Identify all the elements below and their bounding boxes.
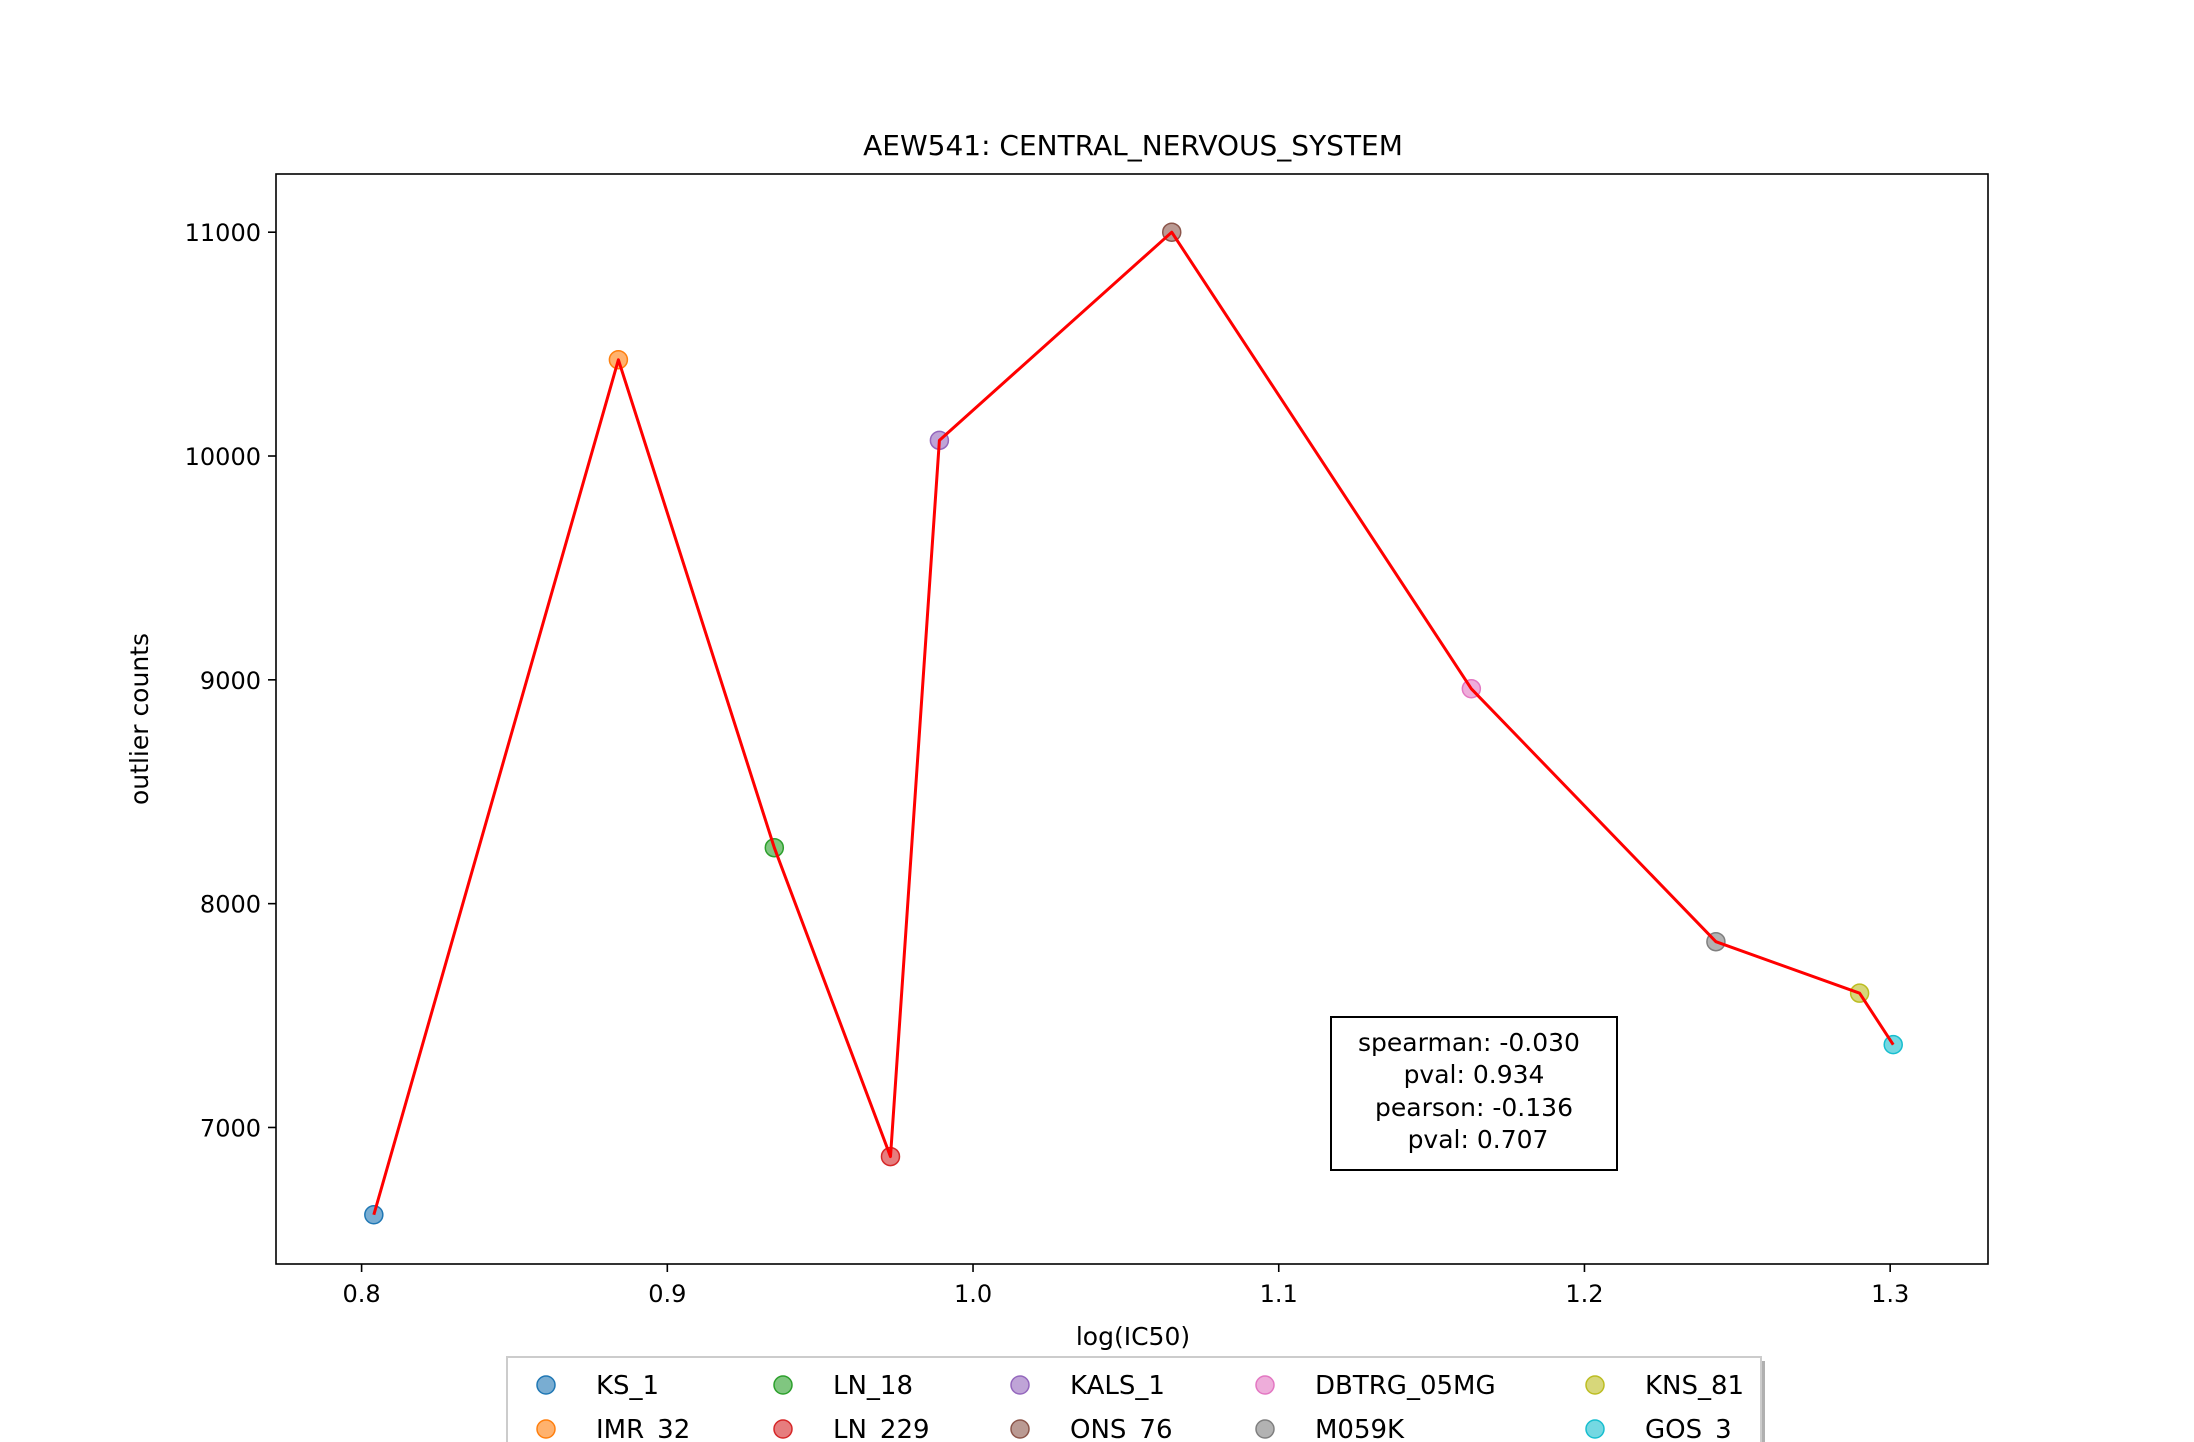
legend-label: KNS_81 <box>1645 1371 1744 1401</box>
legend-frame <box>506 1356 1762 1442</box>
x-tick-label: 1.0 <box>954 1280 992 1308</box>
legend-marker <box>773 1375 793 1395</box>
x-tick-label: 0.9 <box>648 1280 686 1308</box>
stats-spearman-pval: pval: 0.934 <box>1404 1060 1545 1089</box>
x-axis-label: log(IC50) <box>1076 1322 1190 1351</box>
stats-annotation: spearman: -0.030 pval: 0.934 pearson: -0… <box>1330 1016 1618 1171</box>
legend-marker <box>1585 1419 1605 1439</box>
chart-title: AEW541: CENTRAL_NERVOUS_SYSTEM <box>863 129 1403 162</box>
y-tick-label: 11000 <box>185 219 261 247</box>
y-tick-label: 9000 <box>200 667 261 695</box>
legend-label: DBTRG_05MG <box>1315 1371 1496 1401</box>
legend: KS_1 IMR_32 LN_18 LN_229 KALS_1 ONS_76 DBTRG_0… <box>506 1356 1765 1442</box>
legend-label: GOS_3 <box>1645 1415 1732 1442</box>
stats-box-frame <box>1330 1016 1618 1171</box>
legend-marker <box>536 1375 556 1395</box>
legend-label: LN_18 <box>833 1371 913 1401</box>
y-tick-label: 7000 <box>200 1114 261 1142</box>
legend-label: IMR_32 <box>596 1415 690 1442</box>
y-tick-label: 8000 <box>200 891 261 919</box>
x-tick-label: 0.8 <box>343 1280 381 1308</box>
legend-marker <box>1255 1419 1275 1439</box>
legend-label: KS_1 <box>596 1371 659 1401</box>
x-tick-label: 1.1 <box>1260 1280 1298 1308</box>
legend-marker <box>1255 1375 1275 1395</box>
legend-label: LN_229 <box>833 1415 930 1442</box>
legend-label: KALS_1 <box>1070 1371 1165 1401</box>
plot-area <box>275 173 1989 1265</box>
x-tick-label: 1.2 <box>1565 1280 1603 1308</box>
legend-marker <box>773 1419 793 1439</box>
legend-marker <box>1010 1375 1030 1395</box>
connecting-line <box>372 230 1895 1216</box>
y-axis-label: outlier counts <box>125 633 154 805</box>
stats-pearson-pval: pval: 0.707 <box>1408 1125 1549 1154</box>
stats-spearman: spearman: -0.030 <box>1358 1028 1580 1057</box>
scatter-points <box>364 222 1903 1225</box>
legend-marker <box>1010 1419 1030 1439</box>
legend-label: M059K <box>1315 1415 1405 1442</box>
y-tick-label: 10000 <box>185 443 261 471</box>
y-axis: 7000 8000 9000 10000 11000 <box>185 219 276 1142</box>
stats-pearson: pearson: -0.136 <box>1375 1093 1573 1122</box>
x-axis: 0.8 0.9 1.0 1.1 1.2 1.3 <box>343 1264 1909 1308</box>
x-tick-label: 1.3 <box>1871 1280 1909 1308</box>
legend-marker <box>1585 1375 1605 1395</box>
legend-marker <box>536 1419 556 1439</box>
legend-label: ONS_76 <box>1070 1415 1173 1442</box>
